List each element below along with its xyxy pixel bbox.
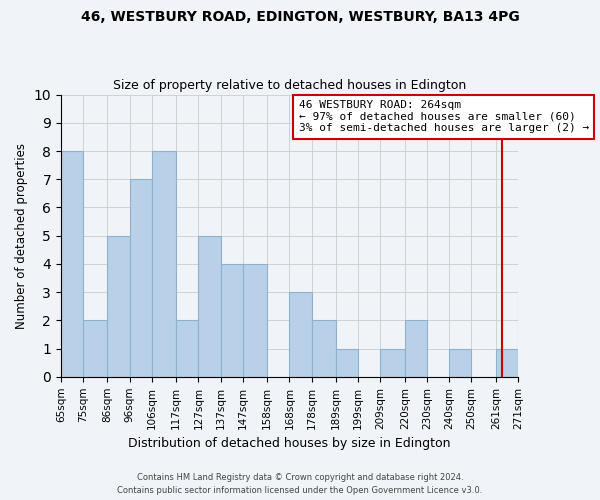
Bar <box>380 348 405 377</box>
Bar <box>336 348 358 377</box>
Bar <box>130 179 152 377</box>
Bar <box>61 151 83 377</box>
Text: 46 WESTBURY ROAD: 264sqm
← 97% of detached houses are smaller (60)
3% of semi-de: 46 WESTBURY ROAD: 264sqm ← 97% of detach… <box>299 100 589 134</box>
Bar <box>243 264 267 377</box>
Bar <box>518 292 540 377</box>
Bar <box>405 320 427 377</box>
Bar <box>199 236 221 377</box>
Bar <box>289 292 311 377</box>
Y-axis label: Number of detached properties: Number of detached properties <box>15 142 28 328</box>
Bar <box>83 320 107 377</box>
Bar <box>152 151 176 377</box>
Bar <box>449 348 472 377</box>
Bar <box>311 320 336 377</box>
Bar <box>176 320 199 377</box>
Text: 46, WESTBURY ROAD, EDINGTON, WESTBURY, BA13 4PG: 46, WESTBURY ROAD, EDINGTON, WESTBURY, B… <box>80 10 520 24</box>
X-axis label: Distribution of detached houses by size in Edington: Distribution of detached houses by size … <box>128 437 451 450</box>
Bar <box>107 236 130 377</box>
Bar <box>221 264 243 377</box>
Text: Contains HM Land Registry data © Crown copyright and database right 2024.
Contai: Contains HM Land Registry data © Crown c… <box>118 474 482 495</box>
Title: Size of property relative to detached houses in Edington: Size of property relative to detached ho… <box>113 79 466 92</box>
Bar <box>496 348 518 377</box>
